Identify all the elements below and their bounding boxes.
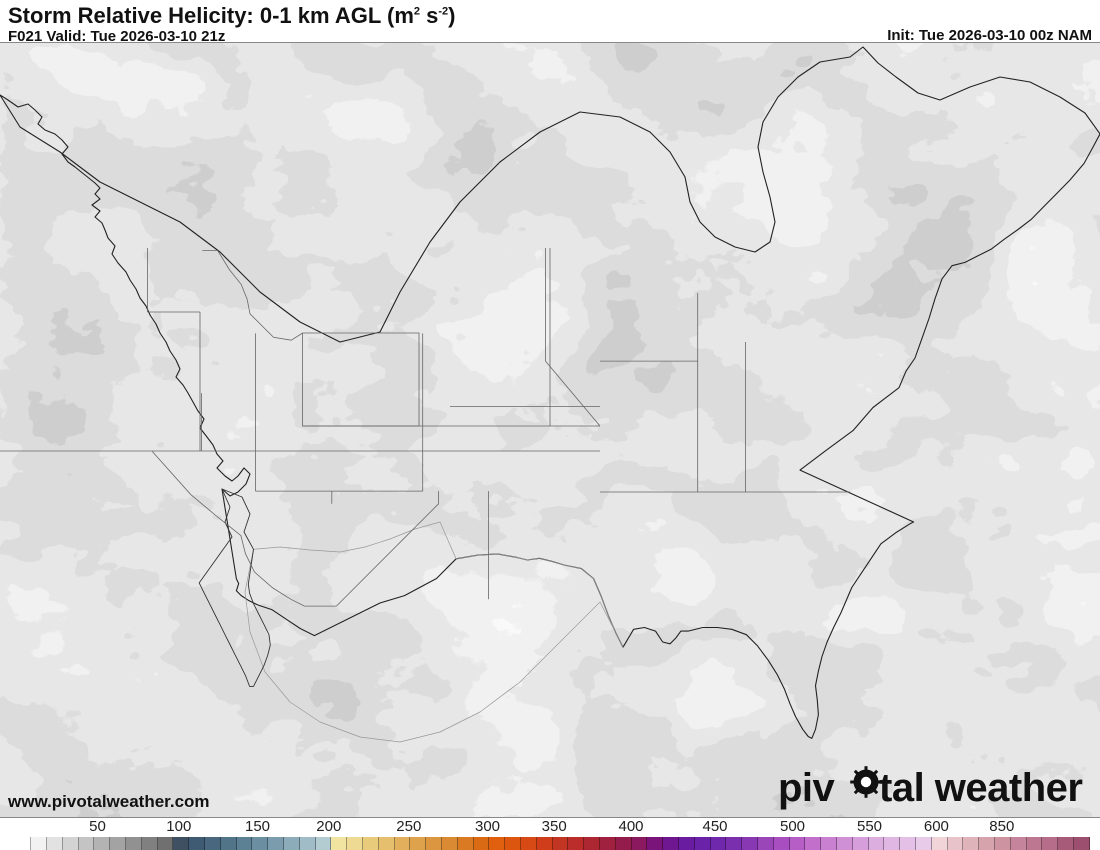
- svg-text:tal weather: tal weather: [879, 766, 1082, 810]
- svg-text:piv: piv: [778, 766, 836, 810]
